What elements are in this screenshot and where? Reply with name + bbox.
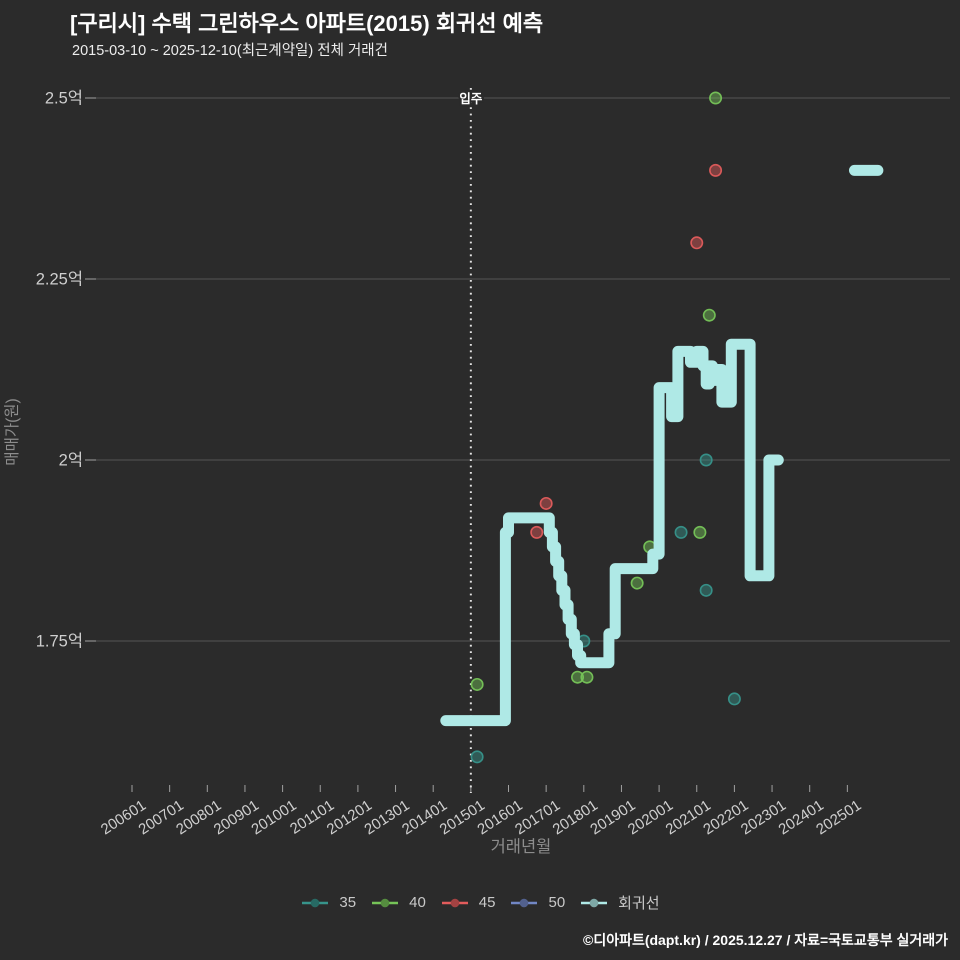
data-point-40-202105[interactable] — [702, 308, 716, 322]
data-point-40-201906[interactable] — [630, 576, 644, 590]
legend-item-regression[interactable]: 회귀선 — [579, 892, 660, 913]
legend-swatch-50-icon — [511, 898, 538, 907]
data-point-35-202201[interactable] — [727, 692, 741, 706]
data-point-40-202107[interactable] — [709, 91, 723, 105]
data-point-45-202107[interactable] — [709, 163, 723, 177]
data-point-35-202104[interactable] — [699, 453, 713, 467]
page-subtitle: 2015-03-10 ~ 2025-12-10(최근계약일) 전체 거래건 — [72, 43, 388, 59]
legend-item-50[interactable]: 50 — [509, 894, 565, 911]
legend-item-40[interactable]: 40 — [370, 894, 426, 911]
data-point-40-202102[interactable] — [693, 525, 707, 539]
footer-credit: ©디아파트(dapt.kr) / 2025.12.27 / 자료=국토교통부 실… — [583, 932, 948, 948]
chart-legend: 35 40 45 50 회귀선 — [0, 892, 960, 913]
y-tick-label-1.75억: 1.75억 — [36, 632, 83, 651]
data-point-45-201701[interactable] — [539, 496, 553, 510]
regression-line — [440, 338, 784, 727]
x-axis-title: 거래년월 — [491, 837, 552, 856]
data-point-45-202101[interactable] — [690, 236, 704, 250]
legend-swatch-35-icon — [302, 898, 329, 907]
legend-item-35[interactable]: 35 — [300, 894, 356, 911]
move-in-marker-label: 입주 — [459, 92, 483, 106]
data-point-40-201503[interactable] — [470, 677, 484, 691]
legend-item-label-35: 35 — [339, 894, 357, 911]
data-point-45-201610[interactable] — [530, 525, 544, 539]
legend-item-label-50: 50 — [548, 894, 566, 911]
legend-item-label-40: 40 — [409, 894, 426, 911]
plot-area: 2.5억2.25억2억1.75억200601200701200801200901… — [3, 88, 950, 856]
data-point-40-201802[interactable] — [580, 670, 594, 684]
legend-item-label-45: 45 — [478, 894, 496, 911]
legend-swatch-45-icon — [441, 898, 468, 907]
data-point-35-202104[interactable] — [699, 583, 713, 597]
data-point-40-201711[interactable] — [571, 670, 585, 684]
y-tick-label-2억: 2억 — [59, 451, 83, 470]
y-axis-title: 매매가(원) — [3, 398, 21, 465]
legend-item-label-regression: 회귀선 — [618, 895, 660, 912]
legend-swatch-40-icon — [372, 898, 399, 907]
legend-item-45[interactable]: 45 — [440, 894, 496, 911]
page-title: [구리시] 수택 그린하우스 아파트(2015) 회귀선 예측 — [70, 11, 544, 36]
y-tick-label-2.25억: 2.25억 — [36, 270, 83, 289]
y-tick-label-2.5억: 2.5억 — [45, 89, 83, 108]
data-point-35-202008[interactable] — [674, 525, 688, 539]
legend-swatch-regression-icon — [581, 898, 608, 907]
data-point-35-201503[interactable] — [470, 750, 484, 764]
